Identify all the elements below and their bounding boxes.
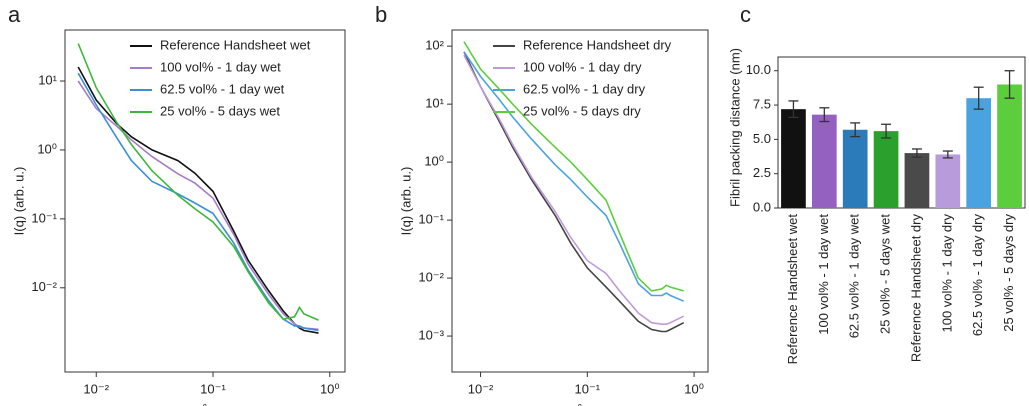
plot-frame <box>777 56 1026 209</box>
bar <box>811 114 837 208</box>
y-tick-label: 10⁰ <box>424 154 444 169</box>
legend-label: 100 vol% - 1 day dry <box>523 59 642 74</box>
x-tick-label: 10⁻² <box>83 381 109 396</box>
y-tick-label: 10² <box>425 38 444 53</box>
x-tick-label: 62.5 vol% - 1 day dry <box>970 214 985 337</box>
x-tick-label: 25 vol% - 5 days dry <box>1001 214 1016 332</box>
x-tick-label: Reference Handsheet dry <box>908 214 923 363</box>
y-tick-label: 0.0 <box>753 199 771 214</box>
bar <box>966 98 992 208</box>
x-tick-label: 100 vol% - 1 day dry <box>939 214 954 333</box>
y-tick-label: 7.5 <box>753 96 771 111</box>
y-axis-label: I(q) (arb. u.) <box>11 167 26 236</box>
y-tick-label: 2.5 <box>753 165 771 180</box>
plot-frame <box>451 29 709 373</box>
legend-label: 100 vol% - 1 day wet <box>160 59 281 74</box>
bar <box>904 153 930 208</box>
y-axis-label: I(q) (arb. u.) <box>398 167 413 236</box>
y-tick-label: 10¹ <box>38 72 57 87</box>
x-tick-label: 10⁻¹ <box>200 381 226 396</box>
x-tick-label: 25 vol% - 5 days wet <box>878 214 893 334</box>
series-line <box>463 41 684 292</box>
y-tick-label: 10⁻¹ <box>31 210 57 225</box>
series-line <box>463 54 685 325</box>
x-tick-label: 100 vol% - 1 day wet <box>816 214 831 335</box>
y-axis-label: Fibril packing distance (nm) <box>727 48 742 207</box>
y-tick-label: 10.0 <box>746 62 771 77</box>
legend-label: Reference Handsheet dry <box>523 37 672 52</box>
y-tick-label: 10⁻¹ <box>418 212 444 227</box>
bar <box>935 154 961 208</box>
bar <box>873 131 899 208</box>
series-line <box>463 51 685 333</box>
legend-label: 62.5 vol% - 1 day dry <box>523 81 646 96</box>
y-tick-label: 10⁰ <box>37 141 57 156</box>
legend-label: 25 vol% - 5 days dry <box>523 103 641 118</box>
x-tick-label: 62.5 vol% - 1 day wet <box>847 214 862 339</box>
legend-label: 62.5 vol% - 1 day wet <box>160 81 285 96</box>
y-tick-label: 10⁻³ <box>418 328 444 343</box>
x-axis-label: q (Å⁻¹) <box>185 403 224 406</box>
y-tick-label: 10⁻² <box>31 279 57 294</box>
bar <box>842 129 868 208</box>
legend-label: Reference Handsheet wet <box>160 37 311 52</box>
x-tick-label: 10⁻¹ <box>574 381 600 396</box>
x-tick-label: 10⁰ <box>320 381 340 396</box>
x-tick-label: 10⁰ <box>684 381 704 396</box>
series-line <box>77 72 319 332</box>
bar <box>781 109 806 208</box>
x-tick-label: Reference Handsheet wet <box>785 214 800 365</box>
legend-label: 25 vol% - 5 days wet <box>160 103 280 118</box>
plot-frame <box>64 29 346 373</box>
series-line <box>77 43 319 321</box>
y-tick-label: 10¹ <box>425 96 444 111</box>
panel-label: b <box>375 2 387 27</box>
series-line <box>463 51 685 302</box>
panel-label: a <box>8 2 21 27</box>
y-tick-label: 5.0 <box>753 131 771 146</box>
y-tick-label: 10⁻² <box>418 270 444 285</box>
bar <box>997 84 1022 208</box>
x-axis-label: q (Å⁻¹) <box>560 403 599 406</box>
panel-label: c <box>740 2 751 27</box>
x-tick-label: 10⁻² <box>468 381 494 396</box>
